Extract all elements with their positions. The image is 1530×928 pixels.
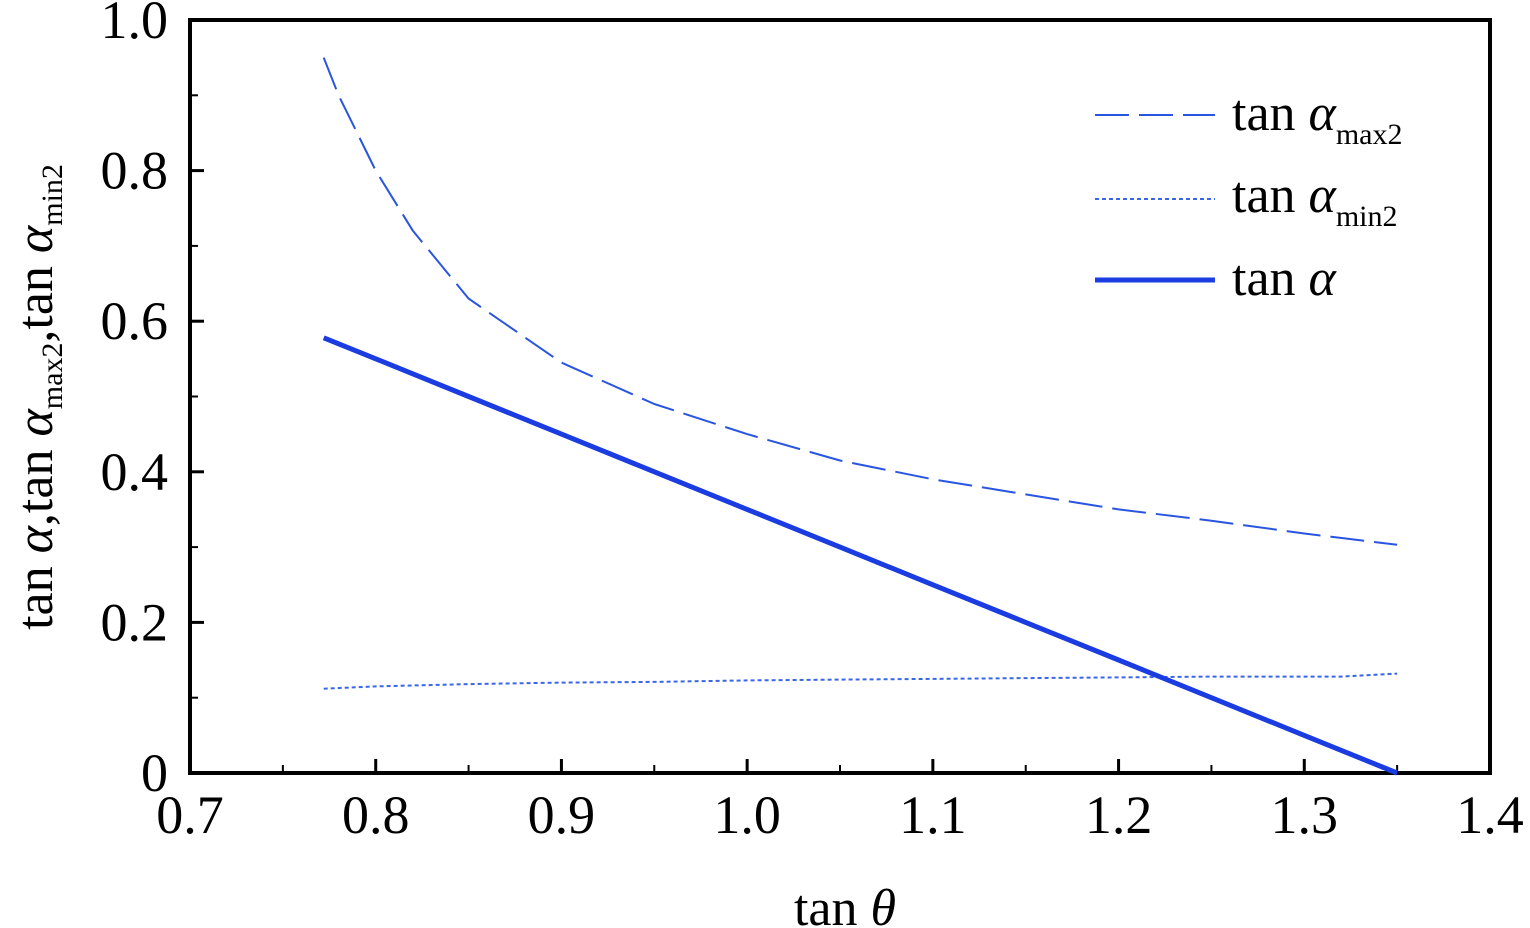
- x-tick-label: 1.1: [899, 785, 967, 845]
- legend: tan αmax2 tan αmin2 tan α: [1095, 85, 1402, 307]
- y-axis-ticks: 0 0.2 0.4 0.6 0.8 1.0: [101, 0, 204, 803]
- x-tick-label: 0.7: [156, 785, 224, 845]
- series-line-1: [322, 57, 1398, 546]
- legend-label-max2: tan αmax2: [1232, 85, 1402, 151]
- x-axis-ticks: 0.7 0.8 0.9 1.0 1.1 1.2 1.3 1.4: [156, 759, 1524, 845]
- legend-label-tan-alpha: tan α: [1232, 250, 1338, 307]
- x-tick-label: 0.9: [528, 785, 596, 845]
- y-tick-label: 0.6: [101, 291, 169, 351]
- x-tick-label: 1.2: [1085, 785, 1153, 845]
- series-line-3: [322, 335, 1399, 776]
- x-tick-label: 0.8: [342, 785, 410, 845]
- y-tick-label: 1.0: [101, 0, 169, 50]
- x-tick-label: 1.0: [713, 785, 781, 845]
- y-tick-label: 0: [141, 743, 168, 803]
- series-layer: [322, 57, 1399, 776]
- x-tick-label: 1.4: [1456, 785, 1524, 845]
- y-tick-label: 0.2: [101, 592, 169, 652]
- legend-label-min2: tan αmin2: [1232, 167, 1398, 233]
- y-tick-label: 0.4: [101, 442, 169, 502]
- series-line-2: [323, 672, 1398, 690]
- y-axis-label: tan α,tan αmax2,tan αmin2: [7, 164, 69, 630]
- x-axis-label: tan θ: [794, 880, 896, 928]
- x-tick-label: 1.3: [1271, 785, 1339, 845]
- y-tick-label: 0.8: [101, 141, 169, 201]
